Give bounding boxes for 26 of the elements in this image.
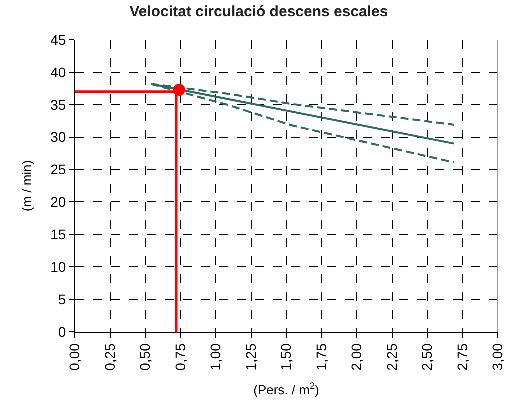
y-tick-label: 20	[50, 194, 66, 210]
y-tick-label: 0	[58, 324, 66, 340]
x-tick-label: 2,25	[384, 343, 400, 371]
chart-title: Velocitat circulació descens escales	[130, 4, 388, 21]
x-tick-label: 0,25	[102, 343, 118, 371]
x-tick-label: 1,00	[208, 343, 224, 371]
y-tick-label: 30	[50, 129, 66, 146]
y-tick-label: 35	[50, 96, 66, 113]
y-tick-label: 40	[50, 64, 66, 80]
x-tick-label: 1,75	[313, 343, 330, 371]
x-tick-label: 3,00	[490, 343, 506, 371]
y-tick-label: 10	[50, 259, 66, 276]
x-tick-label: 2,75	[454, 343, 470, 371]
x-tick-label: 0,00	[66, 343, 83, 371]
x-tick-label: 0,75	[172, 343, 188, 371]
y-axis-title: (m / min)	[20, 160, 35, 212]
x-tick-label: 0,50	[137, 343, 154, 371]
x-tick-label: 2,00	[348, 343, 365, 371]
y-tick-label: 5	[58, 291, 66, 308]
y-tick-label: 25	[50, 162, 66, 178]
x-tick-label: 1,25	[242, 343, 259, 371]
x-axis-title: (Pers. / m$^{2}$)	[254, 380, 320, 398]
y-tick-label: 15	[50, 226, 66, 243]
y-tick-label: 45	[50, 32, 66, 48]
x-tick-label: 1,50	[278, 343, 294, 371]
x-tick-label: 2,50	[419, 343, 436, 371]
